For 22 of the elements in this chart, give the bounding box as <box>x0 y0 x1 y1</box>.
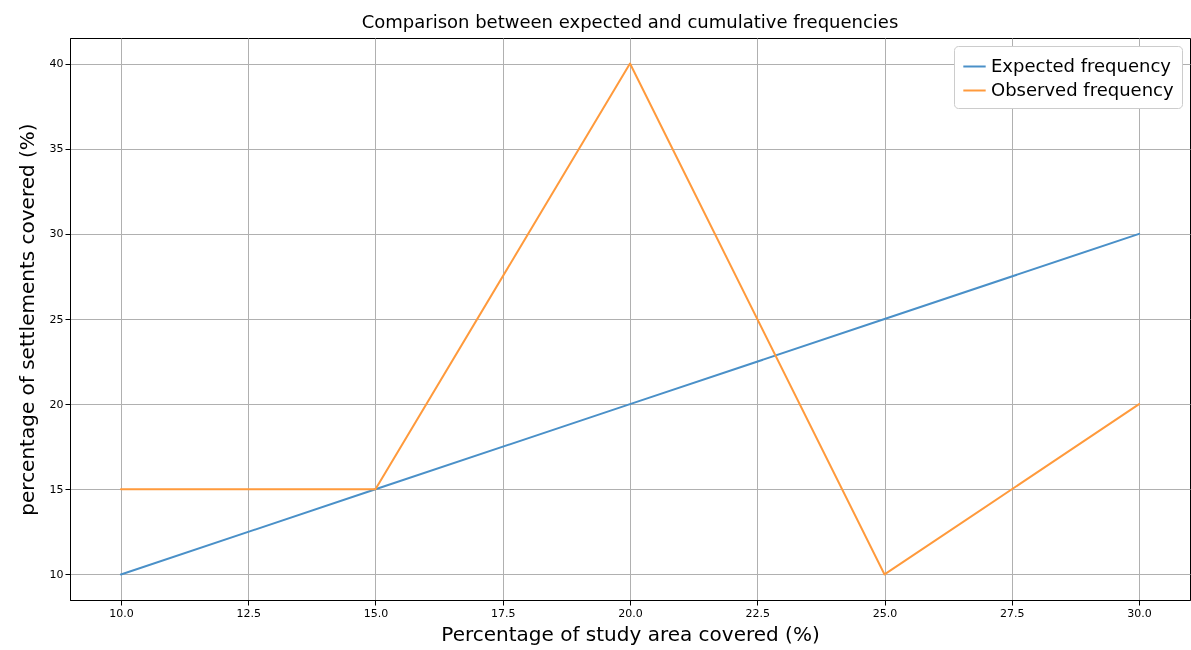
y-tick-label: 30 <box>49 227 64 241</box>
x-tick-label: 22.5 <box>745 606 771 620</box>
y-tick-label: 15 <box>49 482 64 496</box>
y-tick-label: 40 <box>49 57 64 71</box>
x-tick-label: 30.0 <box>1127 606 1152 620</box>
y-tick-label: 20 <box>49 397 64 411</box>
x-tick-label: 17.5 <box>490 606 516 620</box>
legend-label: Expected frequency <box>991 54 1172 76</box>
x-tick-label: 10.0 <box>109 606 134 620</box>
x-tick-label: 15.0 <box>363 606 389 620</box>
chart-title: Comparison between expected and cumulative frequencies <box>361 11 899 32</box>
x-tick-label: 27.5 <box>1000 606 1025 620</box>
x-tick-label: 12.5 <box>236 606 261 620</box>
y-tick-label: 10 <box>49 567 64 581</box>
x-tick-label: 25.0 <box>872 606 898 620</box>
y-tick-label: 35 <box>49 142 64 156</box>
x-axis-title: Percentage of study area covered (%) <box>441 621 820 646</box>
legend-label: Observed frequency <box>991 78 1174 100</box>
line-series <box>119 232 1141 576</box>
x-tick-label: 20.0 <box>618 606 643 620</box>
y-axis-title: percentage of settlements covered (%) <box>14 123 39 516</box>
y-tick-label: 25 <box>49 312 64 326</box>
